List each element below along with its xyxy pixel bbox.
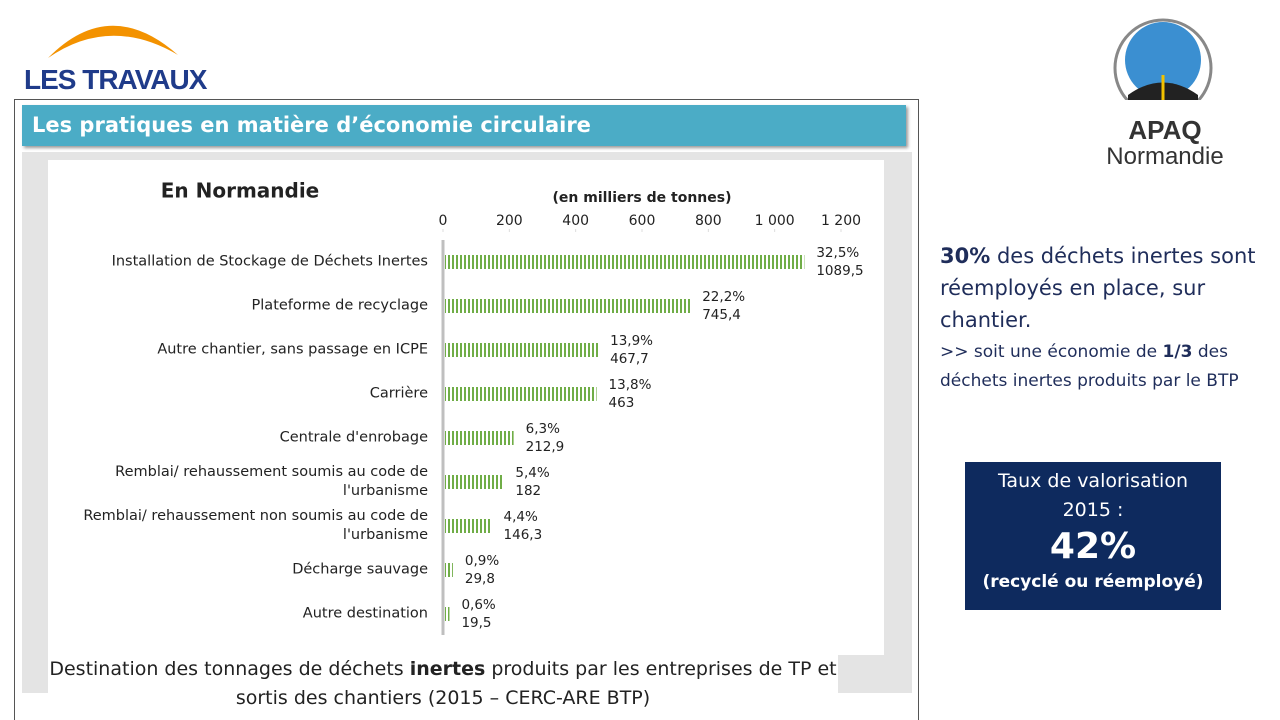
kpi-label: Taux de valorisation 2015 : xyxy=(997,470,1189,521)
bar xyxy=(445,387,597,401)
x-tick-label: 800 xyxy=(695,213,722,229)
value-label: 182 xyxy=(515,483,541,499)
chart-title: En Normandie xyxy=(161,179,320,203)
category-label: Carrière xyxy=(369,385,428,402)
share-label: 4,4% xyxy=(504,509,538,525)
value-label: 19,5 xyxy=(461,615,491,631)
value-label: 29,8 xyxy=(465,571,495,587)
chart-caption: Destination des tonnages de déchets iner… xyxy=(48,655,838,713)
x-tick-label: 200 xyxy=(496,213,523,229)
x-tick-label: 400 xyxy=(562,213,589,229)
note-text: >> soit une économie de xyxy=(940,342,1163,362)
category-label: Autre destination xyxy=(302,605,428,622)
value-label: 146,3 xyxy=(504,527,543,543)
apaq-region: Normandie xyxy=(1106,143,1224,170)
caption-emphasis: inertes xyxy=(409,658,486,680)
category-label: Installation de Stockage de Déchets Iner… xyxy=(111,253,428,270)
share-label: 13,8% xyxy=(609,377,652,393)
x-tick-label: 1 200 xyxy=(821,213,861,229)
share-label: 13,9% xyxy=(610,333,653,349)
chart-background xyxy=(48,160,884,655)
kpi-value: 42% xyxy=(1049,526,1137,567)
note-text: des déchets inertes sont réemployés en p… xyxy=(940,244,1256,332)
note-emphasis: 1/3 xyxy=(1162,342,1193,362)
note-text: des déchets inertes produits par le BTP xyxy=(940,342,1239,391)
share-label: 6,3% xyxy=(526,421,560,437)
category-label: Remblai/ rehaussement non soumis au code… xyxy=(83,508,428,543)
category-label: Autre chantier, sans passage en ICPE xyxy=(157,341,428,358)
x-tick-label: 1 000 xyxy=(755,213,795,229)
category-label: Remblai/ rehaussement soumis au code de … xyxy=(115,464,428,499)
share-label: 0,9% xyxy=(465,553,499,569)
x-tick-label: 0 xyxy=(439,213,448,229)
note-emphasis: 30% xyxy=(940,244,991,268)
bar xyxy=(445,607,450,621)
value-label: 463 xyxy=(609,395,635,411)
apaq-logo: APAQ Normandie xyxy=(1090,116,1240,170)
bar xyxy=(445,563,453,577)
kpi-box: Taux de valorisation 2015 : 42% (recyclé… xyxy=(965,462,1221,610)
bar xyxy=(445,431,514,445)
value-label: 467,7 xyxy=(610,351,649,367)
kpi-note: (recyclé ou réemployé) xyxy=(982,572,1204,592)
category-label: Plateforme de recyclage xyxy=(251,297,428,314)
share-label: 32,5% xyxy=(816,245,859,261)
chart-subtitle: (en milliers de tonnes) xyxy=(553,190,732,206)
category-label: Décharge sauvage xyxy=(292,561,428,578)
value-label: 212,9 xyxy=(526,439,565,455)
bar xyxy=(445,255,805,269)
bar xyxy=(445,299,691,313)
category-label: Centrale d'enrobage xyxy=(279,429,428,446)
apaq-sky xyxy=(1125,22,1201,98)
apaq-name: APAQ xyxy=(1128,115,1202,145)
slide-frame xyxy=(14,99,919,720)
x-tick-label: 600 xyxy=(629,213,656,229)
share-label: 22,2% xyxy=(702,289,745,305)
value-label: 745,4 xyxy=(702,307,741,323)
note-paragraph: 30% des déchets inertes sont réemployés … xyxy=(940,240,1270,336)
value-label: 1089,5 xyxy=(816,263,863,279)
bar xyxy=(445,475,504,489)
bar xyxy=(445,519,492,533)
brand: LES TRAVAUX xyxy=(24,64,207,95)
note-paragraph: >> soit une économie de 1/3 des déchets … xyxy=(940,338,1270,396)
bar xyxy=(445,343,599,357)
caption-text: produits par les entreprises de TP et so… xyxy=(235,658,837,709)
slide-title: Les pratiques en matière d’économie circ… xyxy=(22,105,906,146)
share-label: 5,4% xyxy=(515,465,549,481)
caption-text: Destination des tonnages de déchets xyxy=(49,658,410,680)
note: 30% des déchets inertes sont réemployés … xyxy=(940,240,1270,396)
share-label: 0,6% xyxy=(461,597,495,613)
brand-arc xyxy=(48,25,178,58)
logo-art xyxy=(48,18,1213,100)
